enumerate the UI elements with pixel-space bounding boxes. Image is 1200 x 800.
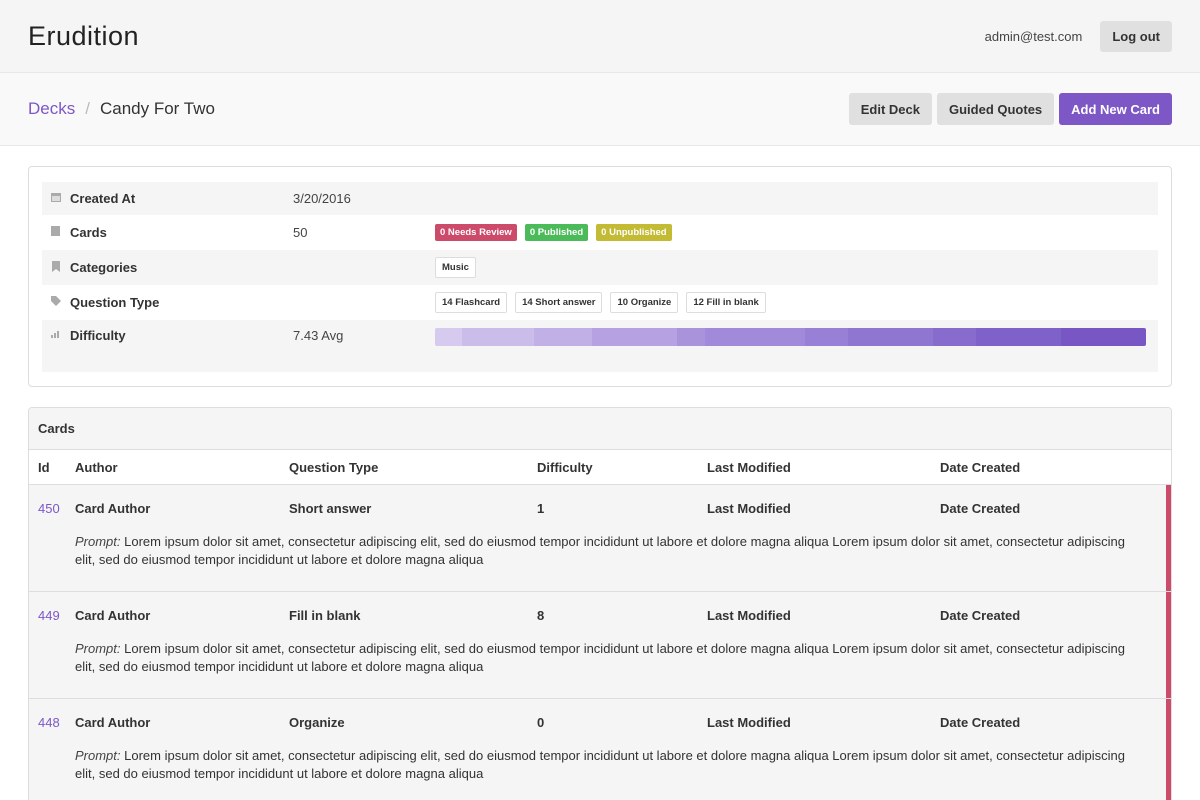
calendar-icon (51, 192, 70, 205)
difficulty-segment (462, 328, 534, 346)
card-id-link[interactable]: 449 (38, 608, 60, 623)
difficulty-segment (592, 328, 677, 346)
card-author: Card Author (75, 501, 151, 516)
difficulty-segment (848, 328, 933, 346)
qtype-tag-fill-in-blank[interactable]: 12 Fill in blank (686, 292, 766, 313)
status-badges: 0 Needs Review 0 Published 0 Unpublished (435, 224, 672, 241)
card-author: Card Author (75, 715, 151, 730)
cards-icon (51, 226, 70, 239)
column-header-author[interactable]: Author (75, 459, 118, 475)
card-id-link[interactable]: 448 (38, 715, 60, 730)
card-row[interactable]: 448 Card Author Organize 0 Last Modified… (29, 699, 1171, 800)
info-row-question-type: Question Type 14 Flashcard 14 Short answ… (42, 285, 1158, 320)
difficulty-segment (435, 328, 462, 346)
app-logo[interactable]: Erudition (28, 20, 140, 51)
prompt-label: Prompt: (75, 641, 121, 656)
difficulty-value: 7.43 Avg (293, 328, 344, 343)
column-header-question-type[interactable]: Question Type (289, 459, 379, 475)
column-header-last-modified[interactable]: Last Modified (707, 459, 791, 475)
info-row-created: Created At 3/20/2016 (42, 182, 1158, 215)
breadcrumb: Decks / Candy For Two (28, 99, 215, 119)
difficulty-segment (677, 328, 705, 346)
cards-panel: Cards Id Author Question Type Difficulty… (28, 407, 1172, 800)
categories-label: Categories (70, 260, 138, 275)
difficulty-segment (1061, 328, 1146, 346)
cards-label: Cards (70, 225, 107, 240)
category-tag[interactable]: Music (435, 257, 476, 278)
card-id-link[interactable]: 450 (38, 501, 60, 516)
user-email: admin@test.com (984, 28, 1083, 44)
card-prompt: Prompt: Lorem ipsum dolor sit amet, cons… (75, 747, 1141, 783)
card-date-created: Date Created (940, 501, 1021, 516)
qtype-tag-organize[interactable]: 10 Organize (610, 292, 679, 313)
column-header-difficulty[interactable]: Difficulty (537, 459, 593, 475)
prompt-text: Lorem ipsum dolor sit amet, consectetur … (75, 641, 1125, 674)
edit-deck-button[interactable]: Edit Deck (848, 93, 932, 125)
card-row[interactable]: 450 Card Author Short answer 1 Last Modi… (29, 485, 1171, 592)
breadcrumb-separator: / (85, 99, 90, 118)
prompt-text: Lorem ipsum dolor sit amet, consectetur … (75, 748, 1125, 781)
cards-table-header: Id Author Question Type Difficulty Last … (29, 450, 1171, 485)
created-label: Created At (70, 191, 136, 206)
user-area: admin@test.com Log out (984, 20, 1172, 52)
qtype-tag-short-answer[interactable]: 14 Short answer (515, 292, 603, 313)
needs-review-badge: 0 Needs Review (435, 224, 517, 241)
unpublished-badge: 0 Unpublished (596, 224, 672, 241)
column-header-date-created[interactable]: Date Created (940, 459, 1021, 475)
info-row-cards: Cards 50 0 Needs Review 0 Published 0 Un… (42, 215, 1158, 250)
bookmark-icon (51, 260, 70, 275)
card-row[interactable]: 449 Card Author Fill in blank 8 Last Mod… (29, 592, 1171, 699)
difficulty-segment (805, 328, 848, 346)
difficulty-segment (705, 328, 805, 346)
info-row-difficulty: Difficulty 7.43 Avg (42, 320, 1158, 372)
column-header-id[interactable]: Id (38, 459, 50, 475)
card-date-created: Date Created (940, 715, 1021, 730)
difficulty-distribution-bar (435, 328, 1146, 346)
created-value: 3/20/2016 (293, 191, 351, 206)
card-date-created: Date Created (940, 608, 1021, 623)
card-author: Card Author (75, 608, 151, 623)
question-type-label: Question Type (70, 295, 160, 310)
difficulty-segment (976, 328, 1061, 346)
prompt-label: Prompt: (75, 534, 121, 549)
page-header: Decks / Candy For Two Edit Deck Guided Q… (0, 73, 1200, 146)
qtype-tag-flashcard[interactable]: 14 Flashcard (435, 292, 508, 313)
card-question-type: Fill in blank (289, 608, 361, 623)
breadcrumb-decks-link[interactable]: Decks (28, 99, 76, 118)
card-question-type: Short answer (289, 501, 372, 516)
card-difficulty: 0 (537, 715, 545, 730)
category-tags: Music (435, 257, 476, 278)
card-prompt: Prompt: Lorem ipsum dolor sit amet, cons… (75, 640, 1141, 676)
cards-panel-title: Cards (29, 408, 1171, 450)
card-last-modified: Last Modified (707, 501, 791, 516)
add-new-card-button[interactable]: Add New Card (1059, 93, 1172, 125)
deck-actions: Edit Deck Guided Quotes Add New Card (848, 93, 1172, 125)
prompt-label: Prompt: (75, 748, 121, 763)
card-prompt: Prompt: Lorem ipsum dolor sit amet, cons… (75, 533, 1141, 569)
card-last-modified: Last Modified (707, 715, 791, 730)
card-difficulty: 1 (537, 501, 545, 516)
prompt-text: Lorem ipsum dolor sit amet, consectetur … (75, 534, 1125, 567)
top-navbar: Erudition admin@test.com Log out (0, 0, 1200, 73)
signal-bars-icon (51, 328, 70, 341)
difficulty-segment (534, 328, 592, 346)
deck-info-panel: Created At 3/20/2016 Cards 50 0 Needs Re… (28, 166, 1172, 387)
card-difficulty: 8 (537, 608, 545, 623)
card-last-modified: Last Modified (707, 608, 791, 623)
logout-button[interactable]: Log out (1100, 20, 1172, 52)
tags-icon (51, 296, 70, 309)
published-badge: 0 Published (524, 224, 589, 241)
info-row-categories: Categories Music (42, 250, 1158, 285)
page-title: Candy For Two (99, 99, 215, 118)
cards-value: 50 (293, 225, 308, 240)
difficulty-segment (933, 328, 976, 346)
difficulty-label: Difficulty (70, 328, 126, 343)
card-question-type: Organize (289, 715, 345, 730)
question-type-tags: 14 Flashcard 14 Short answer 10 Organize… (435, 292, 766, 313)
guided-quotes-button[interactable]: Guided Quotes (936, 93, 1055, 125)
